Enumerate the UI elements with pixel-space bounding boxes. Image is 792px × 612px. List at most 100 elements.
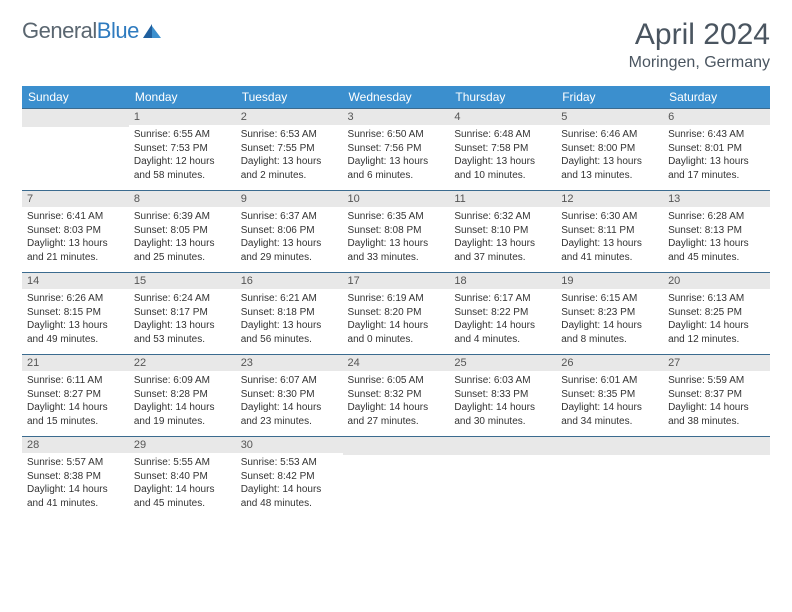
day-number: 16 (236, 273, 343, 289)
sunrise-line: Sunrise: 6:41 AM (27, 210, 124, 224)
sunset-line: Sunset: 8:33 PM (454, 388, 551, 402)
daylight-line: Daylight: 13 hours and 2 minutes. (241, 155, 338, 182)
weekday-header-row: Sunday Monday Tuesday Wednesday Thursday… (22, 86, 770, 109)
daylight-line: Daylight: 13 hours and 37 minutes. (454, 237, 551, 264)
sunset-line: Sunset: 8:37 PM (668, 388, 765, 402)
weekday-header: Friday (556, 86, 663, 109)
calendar-day-cell: 15Sunrise: 6:24 AMSunset: 8:17 PMDayligh… (129, 273, 236, 355)
sunset-line: Sunset: 8:32 PM (348, 388, 445, 402)
sunrise-line: Sunrise: 6:19 AM (348, 292, 445, 306)
day-content: Sunrise: 6:19 AMSunset: 8:20 PMDaylight:… (343, 289, 450, 350)
calendar-day-cell: 11Sunrise: 6:32 AMSunset: 8:10 PMDayligh… (449, 191, 556, 273)
day-content: Sunrise: 6:15 AMSunset: 8:23 PMDaylight:… (556, 289, 663, 350)
sunrise-line: Sunrise: 5:59 AM (668, 374, 765, 388)
day-content: Sunrise: 5:59 AMSunset: 8:37 PMDaylight:… (663, 371, 770, 432)
weekday-header: Thursday (449, 86, 556, 109)
calendar-day-cell: 6Sunrise: 6:43 AMSunset: 8:01 PMDaylight… (663, 109, 770, 191)
weekday-header: Sunday (22, 86, 129, 109)
daylight-line: Daylight: 13 hours and 41 minutes. (561, 237, 658, 264)
calendar-day-cell: 12Sunrise: 6:30 AMSunset: 8:11 PMDayligh… (556, 191, 663, 273)
calendar-day-cell: 13Sunrise: 6:28 AMSunset: 8:13 PMDayligh… (663, 191, 770, 273)
sunrise-line: Sunrise: 6:15 AM (561, 292, 658, 306)
sunset-line: Sunset: 8:13 PM (668, 224, 765, 238)
sunrise-line: Sunrise: 6:46 AM (561, 128, 658, 142)
day-number: 27 (663, 355, 770, 371)
sunset-line: Sunset: 8:25 PM (668, 306, 765, 320)
daylight-line: Daylight: 13 hours and 13 minutes. (561, 155, 658, 182)
calendar-day-cell: 21Sunrise: 6:11 AMSunset: 8:27 PMDayligh… (22, 355, 129, 437)
daylight-line: Daylight: 14 hours and 34 minutes. (561, 401, 658, 428)
calendar-day-cell: 16Sunrise: 6:21 AMSunset: 8:18 PMDayligh… (236, 273, 343, 355)
calendar-week-row: 28Sunrise: 5:57 AMSunset: 8:38 PMDayligh… (22, 437, 770, 519)
sunset-line: Sunset: 8:42 PM (241, 470, 338, 484)
sunrise-line: Sunrise: 6:03 AM (454, 374, 551, 388)
sunrise-line: Sunrise: 6:17 AM (454, 292, 551, 306)
calendar-day-cell: 10Sunrise: 6:35 AMSunset: 8:08 PMDayligh… (343, 191, 450, 273)
calendar-day-cell: 14Sunrise: 6:26 AMSunset: 8:15 PMDayligh… (22, 273, 129, 355)
daylight-line: Daylight: 13 hours and 56 minutes. (241, 319, 338, 346)
sunset-line: Sunset: 8:28 PM (134, 388, 231, 402)
title-block: April 2024 Moringen, Germany (629, 18, 770, 72)
day-number: 10 (343, 191, 450, 207)
day-content: Sunrise: 6:41 AMSunset: 8:03 PMDaylight:… (22, 207, 129, 268)
sunrise-line: Sunrise: 6:37 AM (241, 210, 338, 224)
day-content: Sunrise: 6:48 AMSunset: 7:58 PMDaylight:… (449, 125, 556, 186)
sunrise-line: Sunrise: 6:01 AM (561, 374, 658, 388)
day-number: 1 (129, 109, 236, 125)
daylight-line: Daylight: 13 hours and 33 minutes. (348, 237, 445, 264)
header: GeneralBlue April 2024 Moringen, Germany (22, 18, 770, 72)
calendar-day-cell: 19Sunrise: 6:15 AMSunset: 8:23 PMDayligh… (556, 273, 663, 355)
day-content: Sunrise: 6:05 AMSunset: 8:32 PMDaylight:… (343, 371, 450, 432)
daylight-line: Daylight: 13 hours and 49 minutes. (27, 319, 124, 346)
day-content: Sunrise: 6:37 AMSunset: 8:06 PMDaylight:… (236, 207, 343, 268)
day-number: 23 (236, 355, 343, 371)
sunrise-line: Sunrise: 6:21 AM (241, 292, 338, 306)
calendar-day-cell: 2Sunrise: 6:53 AMSunset: 7:55 PMDaylight… (236, 109, 343, 191)
calendar-day-cell (556, 437, 663, 519)
day-number: 25 (449, 355, 556, 371)
sunrise-line: Sunrise: 5:57 AM (27, 456, 124, 470)
daylight-line: Daylight: 14 hours and 45 minutes. (134, 483, 231, 510)
day-number: 9 (236, 191, 343, 207)
weekday-header: Monday (129, 86, 236, 109)
sunset-line: Sunset: 8:20 PM (348, 306, 445, 320)
calendar-day-cell: 18Sunrise: 6:17 AMSunset: 8:22 PMDayligh… (449, 273, 556, 355)
sunset-line: Sunset: 8:03 PM (27, 224, 124, 238)
sunset-line: Sunset: 8:18 PM (241, 306, 338, 320)
day-content-empty (22, 127, 129, 185)
day-content-empty (663, 455, 770, 513)
calendar-day-cell: 5Sunrise: 6:46 AMSunset: 8:00 PMDaylight… (556, 109, 663, 191)
calendar-day-cell: 7Sunrise: 6:41 AMSunset: 8:03 PMDaylight… (22, 191, 129, 273)
day-content: Sunrise: 6:17 AMSunset: 8:22 PMDaylight:… (449, 289, 556, 350)
day-number-empty (343, 437, 450, 455)
sunrise-line: Sunrise: 6:43 AM (668, 128, 765, 142)
sunset-line: Sunset: 8:27 PM (27, 388, 124, 402)
day-content: Sunrise: 6:53 AMSunset: 7:55 PMDaylight:… (236, 125, 343, 186)
day-content-empty (449, 455, 556, 513)
day-content: Sunrise: 6:39 AMSunset: 8:05 PMDaylight:… (129, 207, 236, 268)
calendar-week-row: 1Sunrise: 6:55 AMSunset: 7:53 PMDaylight… (22, 109, 770, 191)
day-number: 3 (343, 109, 450, 125)
day-content: Sunrise: 6:21 AMSunset: 8:18 PMDaylight:… (236, 289, 343, 350)
calendar-day-cell: 29Sunrise: 5:55 AMSunset: 8:40 PMDayligh… (129, 437, 236, 519)
day-number: 18 (449, 273, 556, 289)
calendar-day-cell: 30Sunrise: 5:53 AMSunset: 8:42 PMDayligh… (236, 437, 343, 519)
sunset-line: Sunset: 7:56 PM (348, 142, 445, 156)
sunrise-line: Sunrise: 5:55 AM (134, 456, 231, 470)
day-number-empty (22, 109, 129, 127)
day-content: Sunrise: 6:46 AMSunset: 8:00 PMDaylight:… (556, 125, 663, 186)
sunset-line: Sunset: 7:55 PM (241, 142, 338, 156)
day-number: 13 (663, 191, 770, 207)
daylight-line: Daylight: 14 hours and 19 minutes. (134, 401, 231, 428)
calendar-page: GeneralBlue April 2024 Moringen, Germany… (0, 0, 792, 537)
day-number: 6 (663, 109, 770, 125)
sunset-line: Sunset: 8:23 PM (561, 306, 658, 320)
sunrise-line: Sunrise: 6:30 AM (561, 210, 658, 224)
brand-logo: GeneralBlue (22, 18, 163, 44)
calendar-day-cell: 8Sunrise: 6:39 AMSunset: 8:05 PMDaylight… (129, 191, 236, 273)
sunrise-line: Sunrise: 6:09 AM (134, 374, 231, 388)
day-content: Sunrise: 5:53 AMSunset: 8:42 PMDaylight:… (236, 453, 343, 514)
sunrise-line: Sunrise: 6:39 AM (134, 210, 231, 224)
day-content: Sunrise: 6:11 AMSunset: 8:27 PMDaylight:… (22, 371, 129, 432)
daylight-line: Daylight: 14 hours and 15 minutes. (27, 401, 124, 428)
